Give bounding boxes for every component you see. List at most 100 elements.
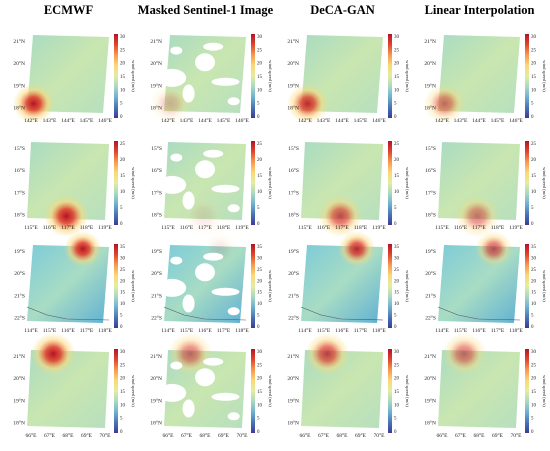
colorbar-tick-label: 15	[257, 291, 263, 296]
colorbar	[388, 34, 392, 118]
lat-tick-label: 18°N	[13, 105, 25, 112]
colorbar-label: wind speed (m/s)	[405, 167, 410, 199]
colorbar-tick-label: 15	[531, 75, 537, 80]
panel-scene-3-col3: 19°S 20°S 21°S 22°S 114°E 115°E 116°E 117°E 118°…	[288, 231, 410, 334]
storm-hotspot	[201, 231, 239, 267]
lon-tick-label: 66°E	[25, 432, 37, 439]
lon-tick-label: 69°E	[355, 432, 367, 439]
colorbar-tick-label: 5	[257, 417, 260, 422]
lat-tick-label: 19°S	[151, 248, 162, 255]
colorbar-tick-label: 10	[257, 302, 263, 307]
colorbar	[114, 349, 118, 433]
colorbar	[525, 141, 529, 225]
lat-tick-label: 19°N	[150, 82, 162, 89]
lon-tick-label: 142°E	[435, 117, 449, 124]
lon-tick-label: 117°E	[80, 327, 94, 334]
wind-field-swath	[301, 142, 383, 220]
colorbar-tick-label: 25	[120, 142, 126, 147]
colorbar-tick-label: 25	[531, 142, 537, 147]
colorbar-tick-label: 15	[531, 174, 537, 179]
colorbar-tick-label: 30	[120, 256, 126, 261]
colorbar-tick-label: 10	[120, 302, 126, 307]
colorbar-tick-label: 0	[531, 222, 534, 227]
storm-hotspot	[318, 195, 363, 238]
coastline	[437, 306, 521, 321]
storm-hotspot	[44, 195, 89, 238]
colorbar-label: wind speed (m/s)	[268, 270, 273, 302]
colorbar-tick-label: 0	[120, 115, 123, 120]
lon-tick-label: 116°E	[61, 327, 75, 334]
lat-tick-label: 21°N	[424, 38, 436, 45]
masked-region	[195, 160, 215, 179]
lat-tick-label: 21°S	[288, 292, 299, 299]
colorbar-tick-label: 20	[257, 158, 263, 163]
lat-tick-label: 18°N	[424, 105, 436, 112]
masked-region	[211, 392, 240, 401]
colorbar-tick-label: 5	[257, 102, 260, 107]
lat-tick-label: 20°N	[424, 60, 436, 67]
lon-tick-label: 146°E	[372, 117, 386, 124]
colorbar-label: wind speed (m/s)	[268, 375, 273, 407]
colorbar-tick-label: 15	[394, 291, 400, 296]
lat-tick-label: 21°S	[14, 292, 25, 299]
lon-tick-label: 118°E	[98, 327, 112, 334]
colorbar-tick-label: 25	[394, 268, 400, 273]
lon-tick-label: 116°E	[317, 224, 331, 231]
lon-tick-label: 118°E	[491, 224, 505, 231]
lon-tick-label: 116°E	[198, 327, 212, 334]
storm-hotspot	[31, 332, 76, 375]
lat-tick-label: 21°N	[287, 353, 299, 360]
colorbar-tick-label: 0	[257, 115, 260, 120]
lat-tick-label: 18°S	[288, 212, 299, 219]
colorbar-tick-label: 0	[394, 325, 397, 330]
colorbar-tick-label: 30	[394, 35, 400, 40]
panel-scene-1-col2: 21°N 20°N 19°N 18°N 142°E 143°E 144°E 145°E 146°…	[149, 34, 273, 124]
colorbar-tick-label: 10	[531, 88, 537, 93]
masked-region	[227, 307, 240, 316]
colorbar-tick-label: 20	[257, 377, 263, 382]
colorbar-tick-label: 35	[531, 245, 537, 250]
colorbar-tick-label: 20	[120, 377, 126, 382]
colorbar-tick-label: 25	[257, 48, 263, 53]
lat-tick-label: 20°N	[13, 375, 25, 382]
colorbar-tick-label: 30	[394, 256, 400, 261]
colorbar-tick-label: 0	[394, 222, 397, 227]
lat-tick-label: 18°S	[425, 212, 436, 219]
colorbar-tick-label: 30	[257, 35, 263, 40]
panel-scene-3-col1: 19°S 20°S 21°S 22°S 114°E 115°E 116°E 117°E 118°…	[14, 231, 136, 334]
lat-tick-label: 19°N	[287, 82, 299, 89]
colorbar-label: wind speed (m/s)	[131, 60, 136, 92]
lon-tick-label: 117°E	[491, 327, 505, 334]
colorbar	[525, 244, 529, 328]
lat-tick-label: 15°S	[151, 145, 162, 152]
colorbar-tick-label: 0	[394, 430, 397, 435]
lat-tick-label: 16°S	[151, 167, 162, 174]
colorbar-tick-label: 5	[120, 417, 123, 422]
lon-tick-label: 118°E	[372, 327, 386, 334]
masked-region	[170, 256, 183, 265]
colorbar-tick-label: 15	[257, 174, 263, 179]
colorbar-tick-label: 10	[257, 403, 263, 408]
colorbar-tick-label: 5	[394, 206, 397, 211]
column-title-ecmwf: ECMWF	[43, 3, 94, 17]
colorbar-tick-label: 15	[394, 75, 400, 80]
lat-tick-label: 21°N	[150, 38, 162, 45]
panel-scene-1-col4: 21°N 20°N 19°N 18°N 142°E 143°E 144°E 145°E 146°…	[423, 34, 547, 124]
colorbar	[251, 349, 255, 433]
lat-tick-label: 18°N	[150, 105, 162, 112]
lon-tick-label: 144°E	[198, 117, 212, 124]
colorbar	[251, 34, 255, 118]
lon-tick-label: 114°E	[435, 327, 449, 334]
colorbar-tick-label: 15	[120, 174, 126, 179]
lat-tick-label: 18°N	[287, 105, 299, 112]
colorbar-label: wind speed (m/s)	[542, 167, 547, 199]
lat-tick-label: 17°S	[288, 189, 299, 196]
masked-region	[170, 153, 183, 162]
colorbar-tick-label: 25	[394, 363, 400, 368]
colorbar-tick-label: 25	[257, 268, 263, 273]
masked-region	[182, 294, 195, 313]
colorbar-tick-label: 20	[394, 158, 400, 163]
lon-tick-label: 69°E	[492, 432, 504, 439]
colorbar-tick-label: 30	[531, 35, 537, 40]
colorbar-tick-label: 10	[394, 302, 400, 307]
